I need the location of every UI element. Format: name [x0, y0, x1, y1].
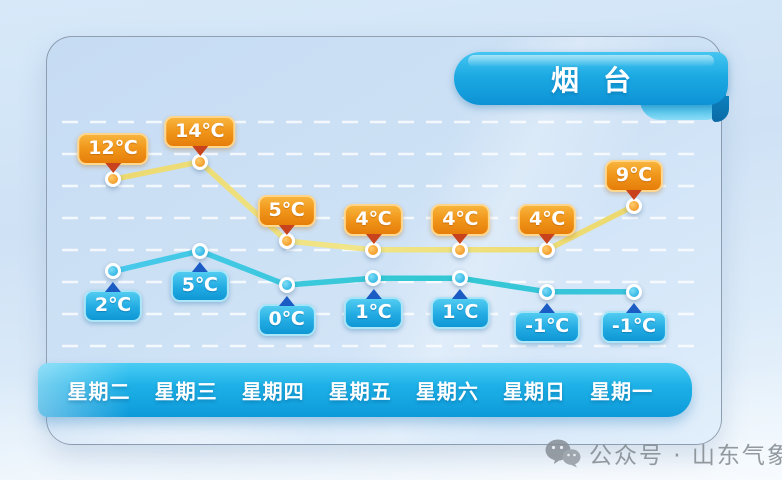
- weekday-label: 星期六: [415, 379, 479, 404]
- low-temp-label: 0℃: [257, 304, 316, 336]
- low-temp-label: -1℃: [600, 310, 668, 343]
- high-temp-label: 5℃: [257, 195, 316, 227]
- low-temp-point: [191, 243, 208, 259]
- watermark-text: 公众号 · 山东气象: [589, 443, 782, 469]
- low-temp-point: [365, 270, 382, 287]
- low-temp-point: [105, 263, 121, 280]
- low-temp-label: -1℃: [514, 310, 581, 343]
- low-temp-point: [452, 270, 469, 287]
- low-temp-label: 1℃: [344, 297, 403, 330]
- high-temp-label: 4℃: [431, 203, 490, 236]
- low-temp-point: [625, 283, 642, 300]
- weekday-label: 星期三: [154, 379, 218, 404]
- city-badge-label: 烟台: [550, 63, 655, 97]
- low-temp-label: 5℃: [170, 270, 229, 302]
- low-temp-point: [278, 277, 295, 293]
- high-temp-point: [365, 241, 382, 258]
- low-temp-label: 1℃: [431, 297, 490, 330]
- weekday-label: 星期一: [590, 379, 654, 404]
- high-temp-label: 4℃: [344, 203, 403, 236]
- high-temp-label: 14℃: [164, 115, 236, 148]
- weekday-label: 星期四: [241, 379, 305, 404]
- low-temp-point: [539, 283, 556, 300]
- weekday-bar: 星期二 星期三 星期四 星期五 星期六 星期日 星期一: [38, 363, 692, 417]
- high-temp-point: [452, 241, 469, 258]
- high-temp-label: 12℃: [77, 133, 149, 166]
- weekday-label: 星期二: [67, 379, 131, 404]
- wechat-icon: [545, 439, 581, 468]
- low-temp-label: 2℃: [83, 290, 143, 323]
- weekday-label: 星期日: [503, 379, 566, 404]
- high-temp-point: [105, 171, 121, 188]
- high-temp-point: [625, 197, 642, 214]
- high-temp-label: 4℃: [518, 203, 577, 236]
- high-temp-label: 9℃: [604, 159, 664, 192]
- high-temp-point: [191, 153, 208, 170]
- watermark: 公众号 · 山东气象: [545, 436, 782, 470]
- high-temp-point: [539, 241, 556, 258]
- city-badge: 烟台: [454, 52, 728, 105]
- high-temp-point: [278, 233, 295, 249]
- weekday-label: 星期五: [328, 379, 392, 404]
